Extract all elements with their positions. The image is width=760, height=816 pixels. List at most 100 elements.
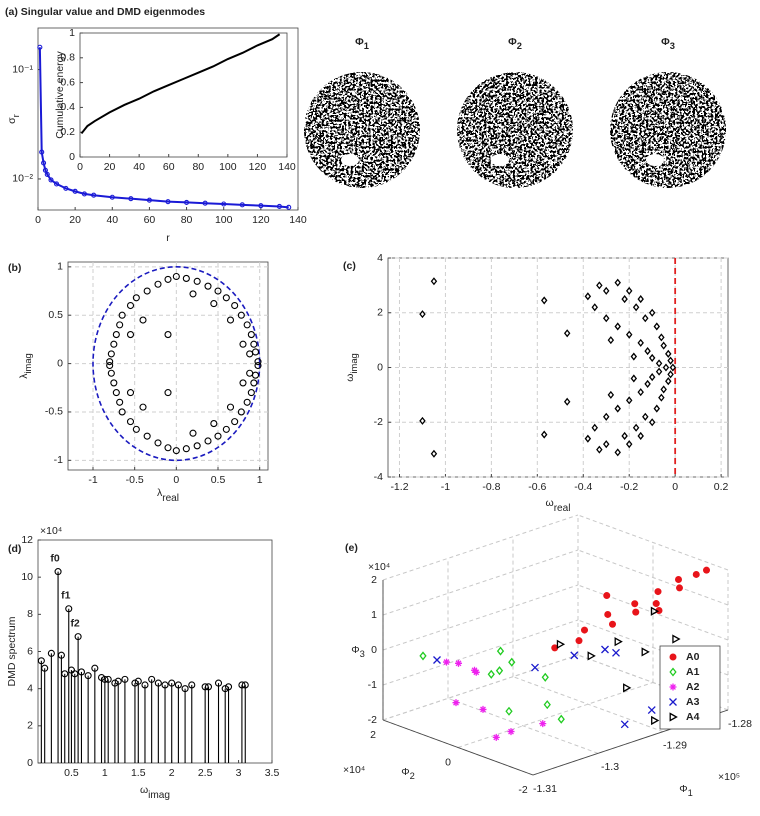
x-tick-label: 2 [169, 767, 175, 779]
label-subscript: imag [23, 353, 33, 373]
point [139, 316, 147, 324]
legend-marker [669, 712, 678, 722]
y-tick-label: 1 [57, 261, 63, 273]
y-tick-label: 2 [377, 307, 383, 319]
point [665, 377, 672, 386]
y-tick-label: -4 [374, 471, 383, 483]
point [214, 679, 223, 687]
x-tick-label: 100 [219, 161, 237, 173]
y-tick-label: 4 [27, 682, 33, 694]
annotation: f1 [61, 590, 70, 602]
axis-multiplier: ×10⁴ [40, 525, 62, 537]
point [204, 683, 213, 691]
point [110, 340, 118, 348]
x-tick-label: 0 [173, 474, 179, 486]
eigenmode-image [610, 72, 726, 188]
point [496, 646, 505, 656]
point [121, 675, 129, 683]
point [642, 314, 649, 323]
point [172, 272, 180, 281]
label-subscript: 3 [670, 41, 675, 51]
point [143, 287, 151, 295]
x-tick-label: -1.28 [728, 718, 752, 730]
x-tick-label: 60 [144, 214, 156, 226]
point [210, 420, 218, 428]
y-tick-label: 0.4 [60, 101, 75, 113]
point [614, 637, 623, 647]
legend-label: A1 [686, 666, 700, 678]
y-tick-label: 2 [27, 720, 33, 732]
point [154, 280, 162, 288]
point [77, 668, 86, 676]
annotation: f0 [50, 552, 59, 564]
label-subscript: imag [148, 790, 170, 801]
point [623, 683, 632, 693]
point [641, 647, 650, 657]
panel-title: (e) [345, 542, 358, 554]
point [539, 720, 547, 728]
x-tick-label: 40 [133, 161, 145, 173]
point [563, 329, 571, 338]
point [188, 681, 196, 689]
x-tick-label: 60 [163, 161, 175, 173]
axis-label: Φ1 [679, 783, 693, 799]
legend-marker [669, 667, 677, 677]
point [660, 385, 667, 394]
point [37, 44, 43, 50]
point [430, 449, 438, 458]
point [540, 430, 548, 439]
point [647, 706, 656, 715]
point [42, 167, 48, 173]
point [126, 331, 135, 339]
point [241, 681, 249, 689]
x-tick-label: 20 [104, 161, 116, 173]
point [132, 294, 140, 302]
axis-label: Φ3 [351, 644, 365, 660]
point [247, 331, 255, 339]
y-tick-label: -0.5 [45, 406, 63, 418]
point [237, 311, 245, 319]
y-tick-label: 8 [27, 608, 33, 620]
annotation: f2 [70, 617, 79, 629]
axis-label: ωimag [344, 353, 360, 381]
point [250, 379, 258, 387]
point [238, 681, 246, 689]
point [603, 412, 610, 421]
panel-title: (d) [8, 543, 21, 555]
point [492, 733, 500, 741]
plot-frame [67, 261, 269, 471]
eigenmode-title: Φ1 [355, 36, 369, 52]
point [189, 429, 197, 437]
point [614, 404, 621, 413]
label-symbol: Φ [351, 644, 359, 656]
label-symbol: ω [344, 374, 356, 382]
x-tick-label: 0.5 [211, 474, 226, 486]
point [61, 670, 69, 678]
point [126, 301, 135, 310]
point [164, 444, 172, 452]
point [603, 440, 610, 449]
legend-marker [669, 653, 677, 661]
x-tick-label: 80 [181, 214, 193, 226]
legend-label: A0 [686, 651, 700, 663]
point [614, 448, 621, 457]
point [47, 649, 55, 657]
point [648, 353, 656, 362]
point [655, 607, 663, 614]
point [193, 277, 201, 285]
y-tick-label: -2 [374, 416, 383, 428]
point [126, 389, 135, 397]
point [443, 658, 450, 666]
point [607, 336, 615, 345]
point [250, 340, 258, 348]
point [655, 359, 663, 368]
point [237, 408, 245, 416]
x-tick-label: 100 [215, 214, 233, 226]
x-tick-label: 120 [252, 214, 270, 226]
point [182, 445, 190, 453]
point [112, 331, 120, 339]
point [72, 188, 78, 194]
panel-title: (c) [343, 260, 356, 272]
legend-label: A2 [686, 681, 700, 693]
point [258, 203, 264, 209]
